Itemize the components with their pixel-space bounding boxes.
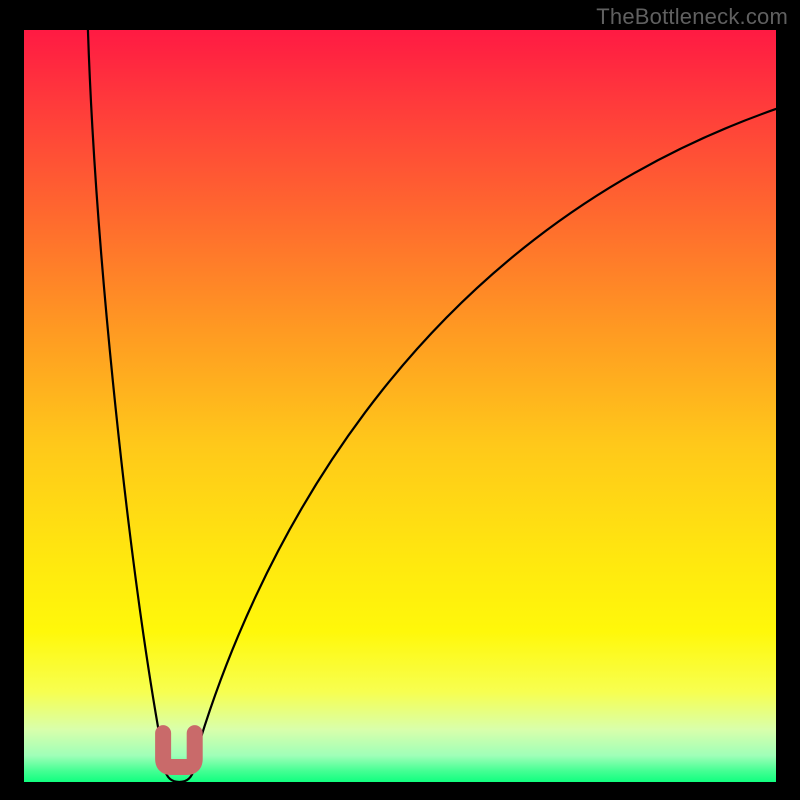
plot-area	[24, 30, 776, 782]
plot-svg	[24, 30, 776, 782]
gradient-background	[24, 30, 776, 782]
watermark-text: TheBottleneck.com	[596, 4, 788, 30]
stage: TheBottleneck.com	[0, 0, 800, 800]
